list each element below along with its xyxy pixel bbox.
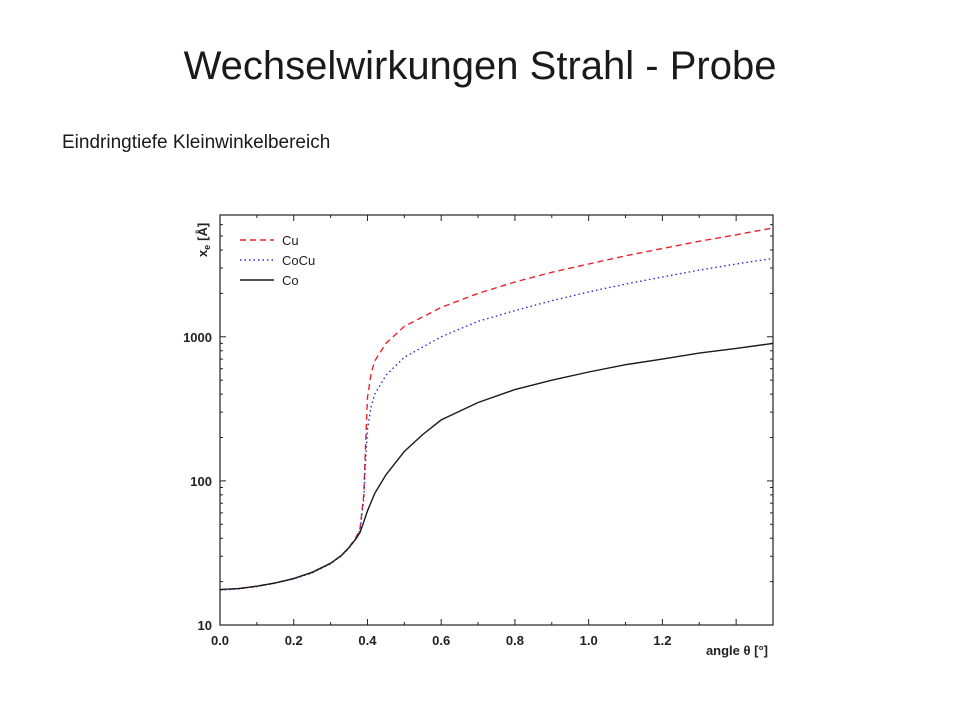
x-axis-label: angle θ [°] [706, 643, 768, 658]
y-axis-label: xe [Å] [195, 223, 212, 257]
x-tick-label: 0.6 [432, 633, 450, 648]
series-line-co [219, 342, 774, 591]
x-tick-label: 0.0 [211, 633, 229, 648]
y-tick-label: 100 [190, 474, 212, 489]
x-tick-label: 1.2 [653, 633, 671, 648]
axis-ticks: 0.0 0.2 0.4 0.6 0.8 1.0 1.2 10 100 1000 [183, 214, 774, 648]
y-axis-label-unit: [Å] [195, 223, 210, 241]
legend-label-co: Co [282, 273, 299, 288]
x-tick-label: 0.4 [358, 633, 377, 648]
x-tick-label: 0.8 [506, 633, 524, 648]
series-lines [219, 227, 774, 591]
slide-subtitle: Eindringtiefe Kleinwinkelbereich [62, 132, 331, 153]
legend-label-cocu: CoCu [282, 253, 315, 268]
x-tick-label: 0.2 [285, 633, 303, 648]
y-axis-label-sub: e [202, 245, 212, 250]
y-tick-label: 1000 [183, 330, 212, 345]
legend: Cu CoCu Co [240, 233, 315, 288]
legend-label-cu: Cu [282, 233, 299, 248]
plot-frame [219, 214, 774, 626]
y-tick-label: 10 [198, 618, 212, 633]
x-tick-label: 1.0 [580, 633, 598, 648]
slide-title: Wechselwirkungen Strahl - Probe [183, 44, 777, 88]
y-axis-label-main: x [195, 249, 210, 257]
